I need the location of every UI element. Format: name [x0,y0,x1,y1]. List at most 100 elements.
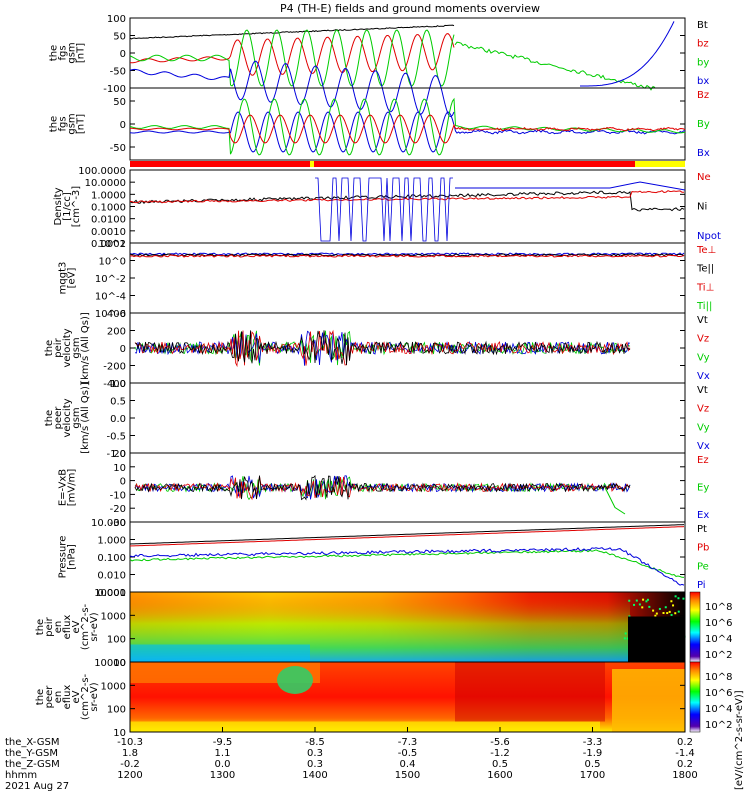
footer-value: 0.3 [307,759,323,770]
colorbar-bottom [689,661,701,733]
heatmap-ion-cyan [130,644,310,662]
heatmap-ion-speck [662,612,665,615]
y-axis-label: thepeervelocitygsm[km/s (All Qs)] [44,382,91,454]
y-tick-label: 20 [113,449,126,460]
legend-Te⊥: Te⊥ [696,245,716,256]
y-axis-label-line: [nT] [76,43,87,63]
y-tick-label: 100 [107,635,126,646]
y-axis-label-line: peer [44,685,55,709]
y-tick-label: 10^0 [99,257,126,268]
series-black [134,474,631,501]
y-axis-label-line: [mV/m] [67,469,78,507]
y-axis-label-line: sr-eV) [89,682,100,711]
heatmap-ion-speck [626,637,629,640]
legend-Bz: Bz [697,90,709,101]
heatmap-ion-speck [677,610,680,613]
y-tick-label: 10^-4 [95,292,126,303]
y-axis-label-line: the [49,116,60,132]
y-tick-label: 10.000 [91,518,126,529]
y-axis-label-line: Density [53,187,64,225]
series-By [129,97,686,156]
y-tick-label: 0 [120,344,126,355]
heatmap-electron-top [130,662,320,683]
colorbar-ticks: 10^8 10^8 10^6 10^6 10^4 10^4 10^2 10^2 [705,602,732,731]
y-axis-label: thefgsgsm[nT] [49,113,87,134]
y-axis-label-line: (cm^2-s- [80,673,91,720]
colorbar-tick: 10^2 [705,720,732,731]
heatmap-ion-speck [664,606,667,609]
footer-row-label: hhmm [5,770,37,781]
series-by [454,41,656,91]
y-tick-label: 50 [113,97,126,108]
heatmap-ion-speck [645,600,648,603]
y-axis-label-line: gsm [67,42,78,63]
footer-value: 1.8 [122,748,138,759]
y-axis-label: thepeirvelocitygsm[km/s (All Qs)] [44,312,91,384]
panels: 100500-50-100thefgsgsm[nT]Btbzbybx500-50… [35,14,721,739]
series-bx [580,21,675,87]
heatmap-ion-speck [646,598,649,601]
legend-Npot: Npot [697,231,721,242]
y-tick-label: 0.0010 [91,227,126,238]
legend-Ni: Ni [697,202,707,213]
y-axis-label-line: Pressure [58,536,69,579]
series-Pi [129,547,685,586]
y-axis-label: E=-VxB[mV/m] [58,469,78,507]
heatmap-ion-speck [655,612,658,615]
footer-value: 1400 [302,770,327,781]
footer-value: 1200 [117,770,142,781]
heatmap-ion-speck [638,603,641,606]
y-axis-label: thepeerenefluxeV(cm^2-s-sr-eV) [35,673,100,720]
y-axis-label-line: [nT] [76,114,87,134]
y-axis-label-line: mqgt3 [58,262,69,295]
legend-Bt: Bt [697,20,708,31]
y-axis-label: Density[1/cc][cm^-3] [53,186,82,227]
series-Npot [315,177,453,242]
panel-9: 10000 1000 100 10 thepeirenefluxeV(cm^2-s-sr… [35,588,686,669]
heatmap-ion-speck [666,612,669,615]
y-tick-label: 200 [107,327,126,338]
panel-1: 100 50 0 -50 -100 thefgsgsm[nT] Bt bz by bx [49,14,709,118]
footer-value: 1800 [672,770,697,781]
footer-value: 0.2 [677,737,693,748]
y-tick-label: 10000 [94,658,126,669]
heatmap-electron-blob [277,666,313,694]
footer-value: 0.2 [677,759,693,770]
footer-value: 1.1 [215,748,231,759]
y-tick-label: 0 [120,49,126,60]
colorbar-tick: 10^2 [705,650,732,661]
legend-Vz: Vz [697,334,709,345]
heatmap-electron-hot [612,669,685,732]
legend-Vy: Vy [697,352,710,363]
series-Tperp [129,254,685,258]
y-tick-label: 10^-2 [95,274,126,285]
footer-value: 0.4 [400,759,416,770]
series-bx [129,60,455,118]
y-axis-label-line: velocity [62,328,73,367]
y-tick-label: 0.0001 [91,239,126,250]
y-tick-label: 0.1000 [91,203,126,214]
y-tick-label: 1000 [101,681,126,692]
y-axis-label-line: [km/s (All Qs)] [80,312,91,384]
y-tick-label: -30 [110,518,126,529]
mode-bar-yellow [310,161,314,167]
y-tick-label: 10000 [94,588,126,599]
heatmap-ion-speck [623,637,626,640]
colorbar-tick: 10^8 [705,602,732,613]
mode-bar-yellow-end [635,161,685,167]
y-axis-label-line: the [35,689,46,705]
legend-Vx: Vx [697,441,710,452]
y-tick-label: 100 [107,14,126,25]
footer-value: -0.5 [398,748,418,759]
y-axis-label-line: E=-VxB [58,469,69,506]
legend-Ez: Ez [697,455,709,466]
colorbar-tick: 10^4 [705,634,732,645]
heatmap-ion-speck [672,604,675,607]
legend-By: By [697,119,710,130]
y-tick-label: -50 [110,143,126,154]
heatmap-ion-speck [652,609,655,612]
series-Bt [129,24,455,40]
series-Ti [129,252,685,256]
series-black [134,330,631,366]
